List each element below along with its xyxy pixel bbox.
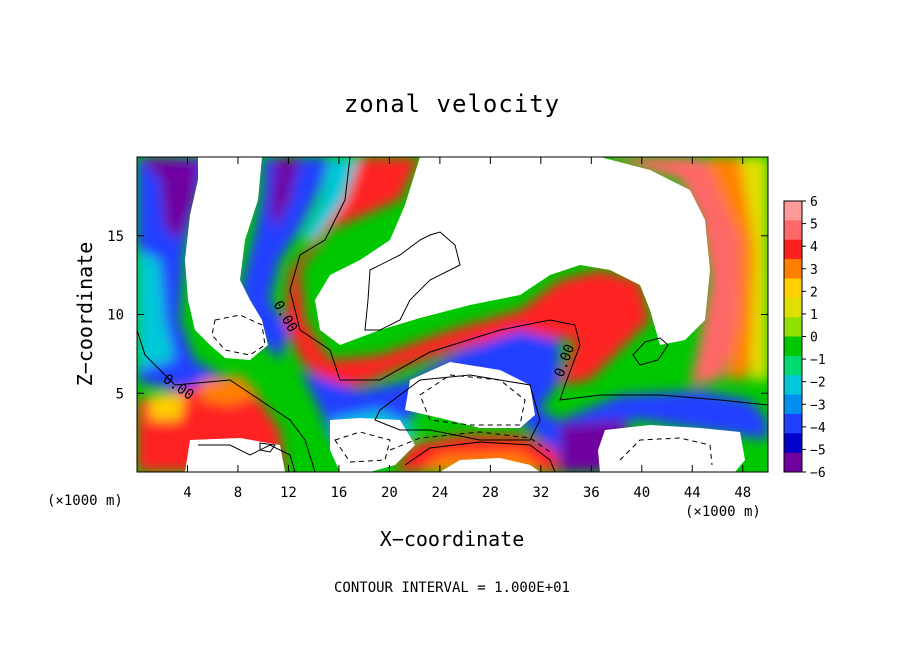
x-tick-label: 24	[431, 485, 448, 501]
x-axis-label: X−coordinate	[380, 527, 525, 551]
colorbar-label: −3	[810, 398, 826, 413]
y-tick-label: 15	[107, 229, 124, 245]
dashed-contours	[211, 314, 713, 466]
x-tick-label: 12	[280, 485, 297, 501]
colorbar-label: 0	[810, 331, 818, 346]
colorbar-swatch	[784, 278, 802, 299]
x-tick-label: 28	[482, 485, 499, 501]
contour-interval-note: CONTOUR INTERVAL = 1.000E+01	[334, 580, 570, 596]
x-axis-ticks: 4 8 12 16 20 24 28 32 36 40 44 48	[183, 157, 751, 501]
colorbar-swatch	[784, 452, 802, 473]
y-tick-label: 5	[116, 386, 124, 402]
colorbar-label: 2	[810, 285, 818, 300]
colorbar-label: 1	[810, 308, 818, 323]
colorbar-swatch	[784, 413, 802, 434]
colorbar-label: −2	[810, 376, 826, 391]
colorbar-label: −5	[810, 443, 826, 458]
x-tick-label: 20	[381, 485, 398, 501]
colorbar-swatch	[784, 433, 802, 454]
colorbar-swatch	[784, 317, 802, 337]
x-tick-label: 8	[234, 485, 242, 501]
out-of-range-regions	[185, 157, 745, 472]
colorbar-label: −1	[810, 353, 826, 368]
colorbar-swatch	[784, 239, 802, 260]
x-tick-label: 4	[183, 485, 191, 501]
x-unit-label-left: (×1000 m)	[47, 493, 123, 509]
x-tick-label: 36	[583, 485, 600, 501]
x-tick-label: 16	[330, 485, 347, 501]
x-tick-label: 44	[684, 485, 701, 501]
x-tick-label: 48	[734, 485, 751, 501]
colorbar-swatch	[784, 259, 802, 279]
colorbar-label: −4	[810, 421, 826, 436]
colorbar-swatch	[784, 220, 802, 241]
colorbar-label: 6	[810, 195, 818, 210]
x-tick-label: 40	[633, 485, 650, 501]
colorbar-label: 5	[810, 218, 818, 233]
contour-lines	[137, 157, 768, 472]
y-axis-label: Z−coordinate	[73, 242, 97, 387]
colorbar-label: −6	[810, 466, 826, 481]
y-tick-label: 10	[107, 308, 124, 324]
colorbar-label: 3	[810, 263, 818, 278]
x-tick-label: 32	[532, 485, 549, 501]
colorbar-swatch	[784, 394, 802, 415]
velocity-field	[137, 157, 768, 472]
colorbar-swatch	[784, 201, 802, 221]
chart-title: zonal velocity	[344, 90, 560, 118]
colorbar-label: 4	[810, 240, 818, 255]
colorbar-swatch	[784, 336, 802, 357]
colorbar-swatch	[784, 355, 802, 376]
colorbar-swatch	[784, 297, 802, 318]
colorbar-swatch	[784, 375, 802, 396]
colorbar: 6 5 4 3 2 1 0 −1 −2 −3 −4 −5 −6	[783, 195, 826, 481]
x-unit-label-right: (×1000 m)	[685, 504, 761, 520]
y-axis-ticks: 5 10 15	[107, 229, 768, 402]
